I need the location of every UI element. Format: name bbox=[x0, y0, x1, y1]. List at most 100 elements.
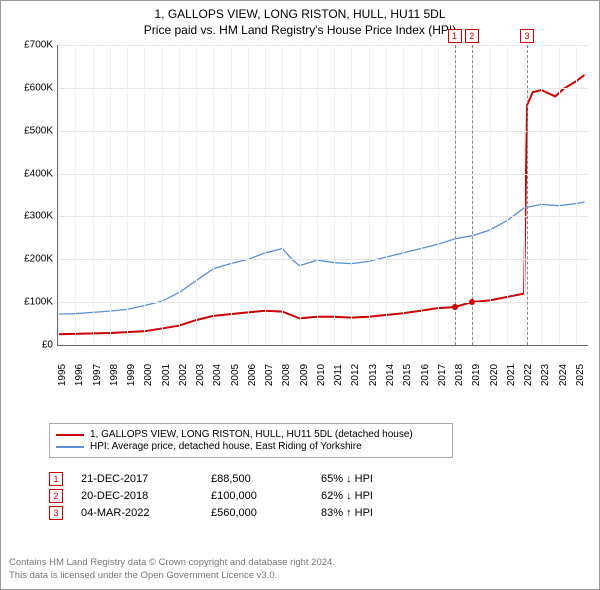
x-tick-label: 1998 bbox=[109, 364, 120, 386]
x-tick-label: 2003 bbox=[195, 364, 206, 386]
x-tick-label: 2013 bbox=[368, 364, 379, 386]
event-date: 20-DEC-2018 bbox=[81, 490, 211, 502]
y-tick-label: £400K bbox=[24, 168, 53, 179]
x-axis: 1995199619971998199920002001200220032004… bbox=[57, 347, 587, 407]
x-tick-label: 2024 bbox=[558, 364, 569, 386]
vgridline bbox=[334, 45, 335, 345]
x-tick-label: 2000 bbox=[143, 364, 154, 386]
x-tick-label: 2018 bbox=[454, 364, 465, 386]
vgridline bbox=[369, 45, 370, 345]
vgridline bbox=[179, 45, 180, 345]
chart-svg bbox=[58, 45, 588, 345]
footer-line2: This data is licensed under the Open Gov… bbox=[9, 570, 335, 583]
event-date: 04-MAR-2022 bbox=[81, 507, 211, 519]
gridline bbox=[58, 302, 588, 303]
y-tick-label: £600K bbox=[24, 82, 53, 93]
event-badge: 2 bbox=[465, 29, 479, 43]
vgridline bbox=[317, 45, 318, 345]
gridline bbox=[58, 259, 588, 260]
x-tick-label: 2007 bbox=[264, 364, 275, 386]
footer-line1: Contains HM Land Registry data © Crown c… bbox=[9, 557, 335, 570]
event-marker-line bbox=[527, 45, 528, 345]
x-tick-label: 2004 bbox=[212, 364, 223, 386]
x-tick-label: 2010 bbox=[316, 364, 327, 386]
title-address: 1, GALLOPS VIEW, LONG RISTON, HULL, HU11… bbox=[1, 7, 599, 21]
event-price: £88,500 bbox=[211, 473, 321, 485]
x-tick-label: 2020 bbox=[489, 364, 500, 386]
event-row: 121-DEC-2017£88,50065% ↓ HPI bbox=[49, 472, 421, 486]
x-tick-label: 2021 bbox=[506, 364, 517, 386]
event-number-badge: 2 bbox=[49, 489, 63, 503]
x-tick-label: 2014 bbox=[385, 364, 396, 386]
vgridline bbox=[351, 45, 352, 345]
vgridline bbox=[265, 45, 266, 345]
y-tick-label: £500K bbox=[24, 125, 53, 136]
y-tick-label: £200K bbox=[24, 254, 53, 265]
series-line-price_paid bbox=[58, 75, 585, 334]
event-pct-vs-hpi: 83% ↑ HPI bbox=[321, 507, 421, 519]
x-tick-label: 2009 bbox=[299, 364, 310, 386]
vgridline bbox=[144, 45, 145, 345]
event-pct-vs-hpi: 62% ↓ HPI bbox=[321, 490, 421, 502]
y-axis: £0£100K£200K£300K£400K£500K£600K£700K bbox=[9, 45, 55, 345]
event-badge: 3 bbox=[520, 29, 534, 43]
legend-swatch bbox=[56, 434, 84, 436]
vgridline bbox=[93, 45, 94, 345]
event-number-badge: 3 bbox=[49, 506, 63, 520]
event-price: £100,000 bbox=[211, 490, 321, 502]
x-tick-label: 2011 bbox=[333, 364, 344, 386]
y-tick-label: £300K bbox=[24, 211, 53, 222]
x-tick-label: 2008 bbox=[281, 364, 292, 386]
legend-label: 1, GALLOPS VIEW, LONG RISTON, HULL, HU11… bbox=[90, 429, 413, 440]
vgridline bbox=[248, 45, 249, 345]
vgridline bbox=[403, 45, 404, 345]
legend: 1, GALLOPS VIEW, LONG RISTON, HULL, HU11… bbox=[49, 423, 453, 458]
chart-container: 1, GALLOPS VIEW, LONG RISTON, HULL, HU11… bbox=[0, 0, 600, 590]
event-price: £560,000 bbox=[211, 507, 321, 519]
vgridline bbox=[541, 45, 542, 345]
event-pct-vs-hpi: 65% ↓ HPI bbox=[321, 473, 421, 485]
title-subtitle: Price paid vs. HM Land Registry's House … bbox=[1, 23, 599, 37]
legend-row: 1, GALLOPS VIEW, LONG RISTON, HULL, HU11… bbox=[56, 429, 446, 440]
vgridline bbox=[58, 45, 59, 345]
x-tick-label: 2022 bbox=[523, 364, 534, 386]
event-number-badge: 1 bbox=[49, 472, 63, 486]
vgridline bbox=[576, 45, 577, 345]
vgridline bbox=[75, 45, 76, 345]
plot-area: 123 bbox=[57, 45, 588, 346]
vgridline bbox=[300, 45, 301, 345]
event-badge: 1 bbox=[448, 29, 462, 43]
chart-area: £0£100K£200K£300K£400K£500K£600K£700K 12… bbox=[9, 45, 593, 415]
x-tick-label: 2012 bbox=[350, 364, 361, 386]
data-point-marker bbox=[452, 304, 458, 310]
x-tick-label: 2006 bbox=[247, 364, 258, 386]
vgridline bbox=[162, 45, 163, 345]
gridline bbox=[58, 88, 588, 89]
x-tick-label: 2015 bbox=[402, 364, 413, 386]
x-tick-label: 2025 bbox=[575, 364, 586, 386]
x-tick-label: 1995 bbox=[57, 364, 68, 386]
vgridline bbox=[559, 45, 560, 345]
x-tick-label: 1997 bbox=[92, 364, 103, 386]
gridline bbox=[58, 216, 588, 217]
events-table: 121-DEC-2017£88,50065% ↓ HPI 2 20-DEC-2018… bbox=[49, 469, 421, 523]
legend-row: HPI: Average price, detached house, East… bbox=[56, 441, 446, 452]
title-block: 1, GALLOPS VIEW, LONG RISTON, HULL, HU11… bbox=[1, 1, 599, 39]
legend-swatch bbox=[56, 446, 84, 448]
vgridline bbox=[282, 45, 283, 345]
x-tick-label: 2017 bbox=[437, 364, 448, 386]
gridline bbox=[58, 45, 588, 46]
x-tick-label: 2002 bbox=[178, 364, 189, 386]
y-tick-label: £700K bbox=[24, 40, 53, 51]
x-tick-label: 2016 bbox=[420, 364, 431, 386]
vgridline bbox=[213, 45, 214, 345]
vgridline bbox=[110, 45, 111, 345]
x-tick-label: 2005 bbox=[230, 364, 241, 386]
y-tick-label: £0 bbox=[42, 340, 53, 351]
y-tick-label: £100K bbox=[24, 297, 53, 308]
event-row: 2 20-DEC-2018£100,00062% ↓ HPI bbox=[49, 489, 421, 503]
data-point-marker bbox=[469, 299, 475, 305]
vgridline bbox=[438, 45, 439, 345]
vgridline bbox=[127, 45, 128, 345]
footer-attribution: Contains HM Land Registry data © Crown c… bbox=[9, 557, 335, 583]
